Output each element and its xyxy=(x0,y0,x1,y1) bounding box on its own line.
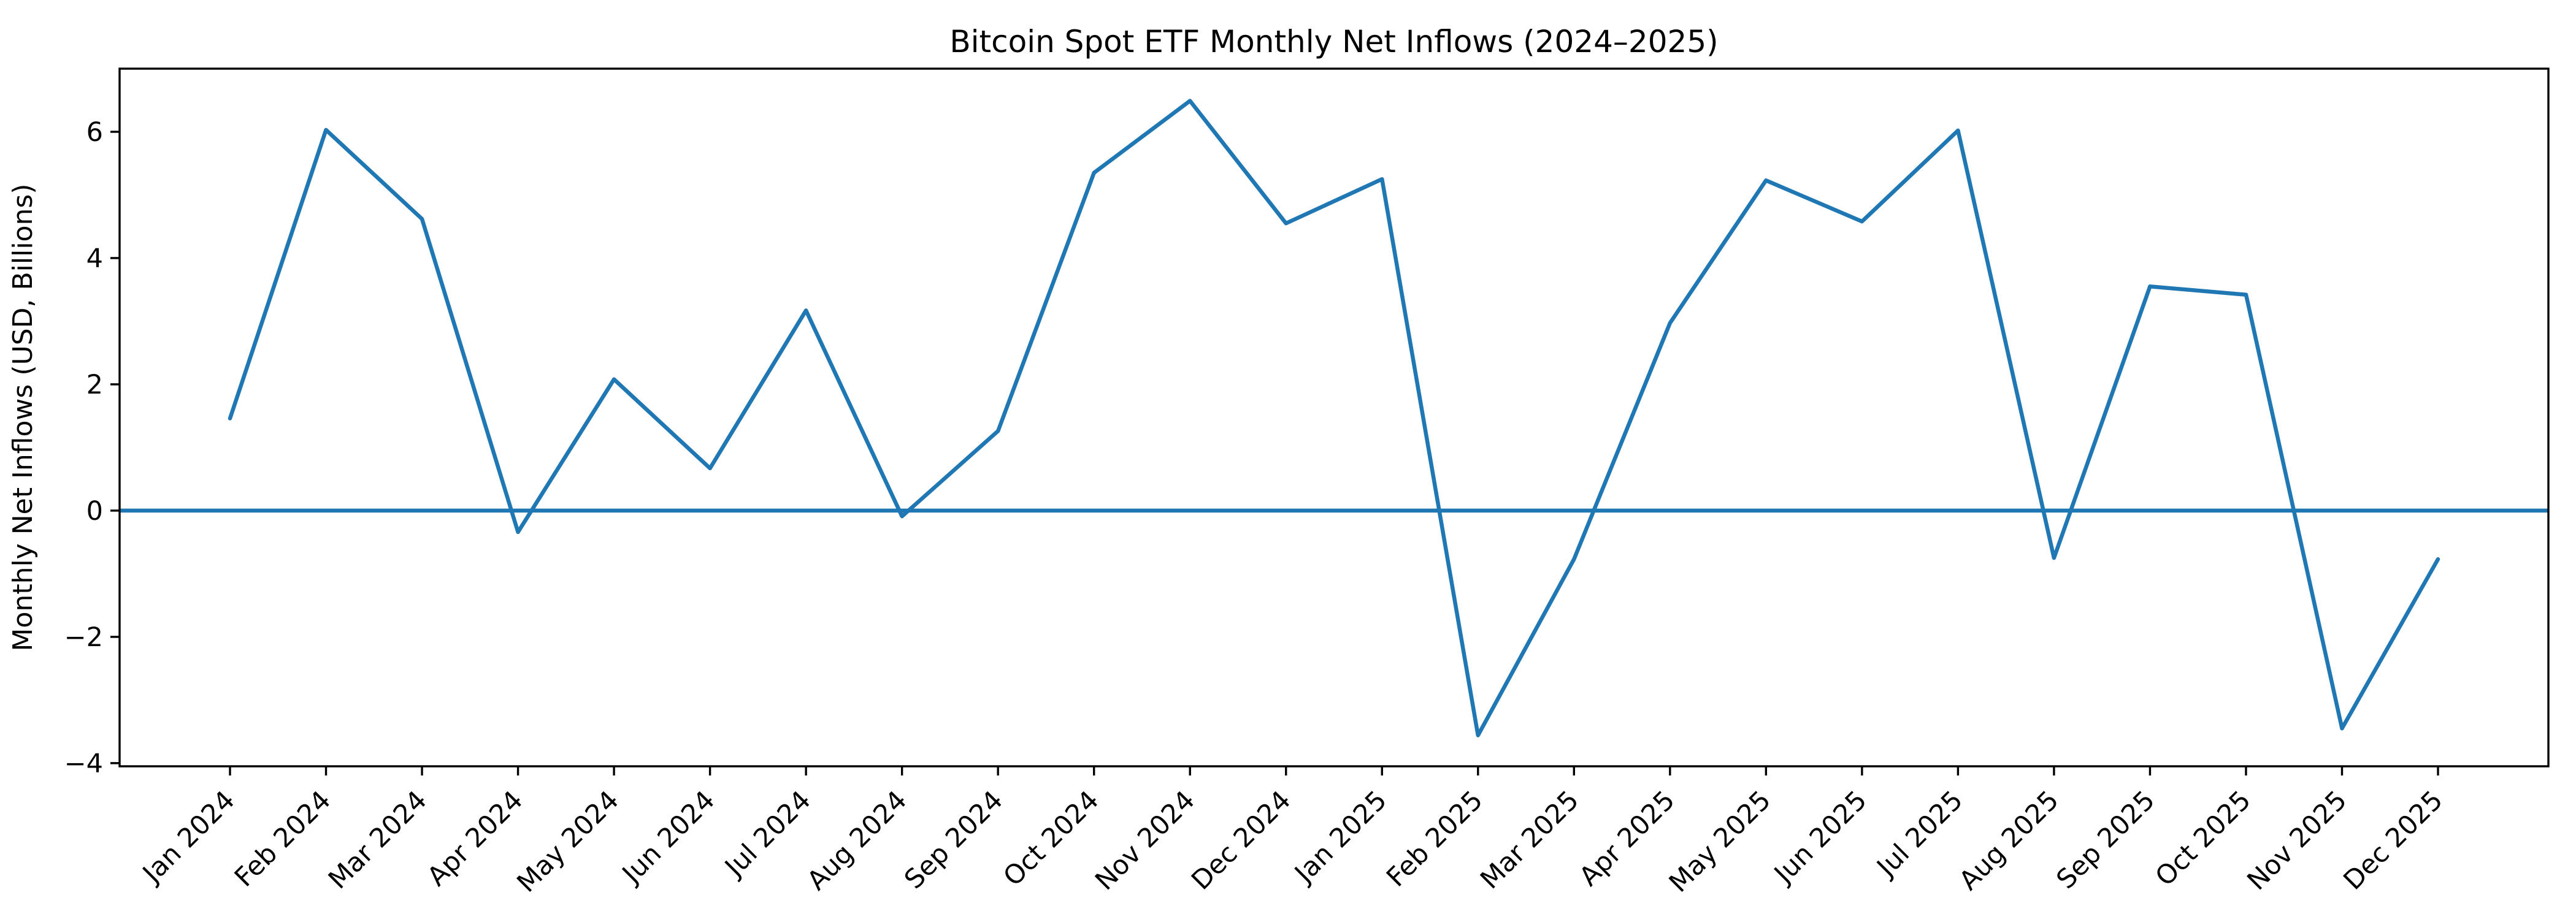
x-tick-label: Jan 2024 xyxy=(136,785,240,890)
x-tick-label: Feb 2025 xyxy=(1381,785,1489,893)
x-tick-label: Jul 2024 xyxy=(718,785,817,883)
x-tick-label: Mar 2025 xyxy=(1474,785,1585,895)
x-tick-label: Dec 2025 xyxy=(2338,785,2449,896)
x-tick-label: Aug 2025 xyxy=(1953,785,2065,896)
x-tick-label: Jul 2025 xyxy=(1870,785,1969,883)
x-tick-label: May 2024 xyxy=(512,785,625,898)
chart-title: Bitcoin Spot ETF Monthly Net Inflows (20… xyxy=(949,24,1718,59)
y-tick-label: 6 xyxy=(86,117,103,148)
plot-border xyxy=(118,67,2550,768)
x-tick-label: Jan 2025 xyxy=(1288,785,1393,890)
x-tick-label: Aug 2024 xyxy=(802,785,913,896)
axes-group xyxy=(118,67,2550,768)
series-group xyxy=(228,99,2440,737)
y-tick-label: −4 xyxy=(64,749,103,779)
y-tick-label: −2 xyxy=(64,622,103,653)
x-tick-label: Sep 2025 xyxy=(2050,785,2161,895)
x-tick-label: Jun 2025 xyxy=(1768,785,1873,890)
x-tick-label: Feb 2024 xyxy=(229,785,337,893)
x-tick-label: Mar 2024 xyxy=(323,785,433,895)
x-tick-label: Nov 2024 xyxy=(1089,785,1201,896)
y-tick-label: 4 xyxy=(86,243,103,274)
y-tick-label: 0 xyxy=(86,496,103,527)
x-tick-label: Jun 2024 xyxy=(615,785,721,890)
x-tick-label: Sep 2024 xyxy=(899,785,1009,895)
y-axis-ticks: −4 −2 0 2 4 6 xyxy=(64,117,120,779)
y-tick-label: 2 xyxy=(86,370,103,400)
y-axis-label: Monthly Net Inflows (USD, Billions) xyxy=(7,184,39,652)
x-tick-label: Dec 2024 xyxy=(1186,785,1297,896)
x-tick-label: May 2025 xyxy=(1663,785,1777,898)
x-tick-label: Oct 2025 xyxy=(2150,785,2257,892)
x-tick-label: Oct 2024 xyxy=(997,785,1105,892)
series-line xyxy=(228,99,2440,737)
x-tick-label: Nov 2025 xyxy=(2242,785,2353,896)
